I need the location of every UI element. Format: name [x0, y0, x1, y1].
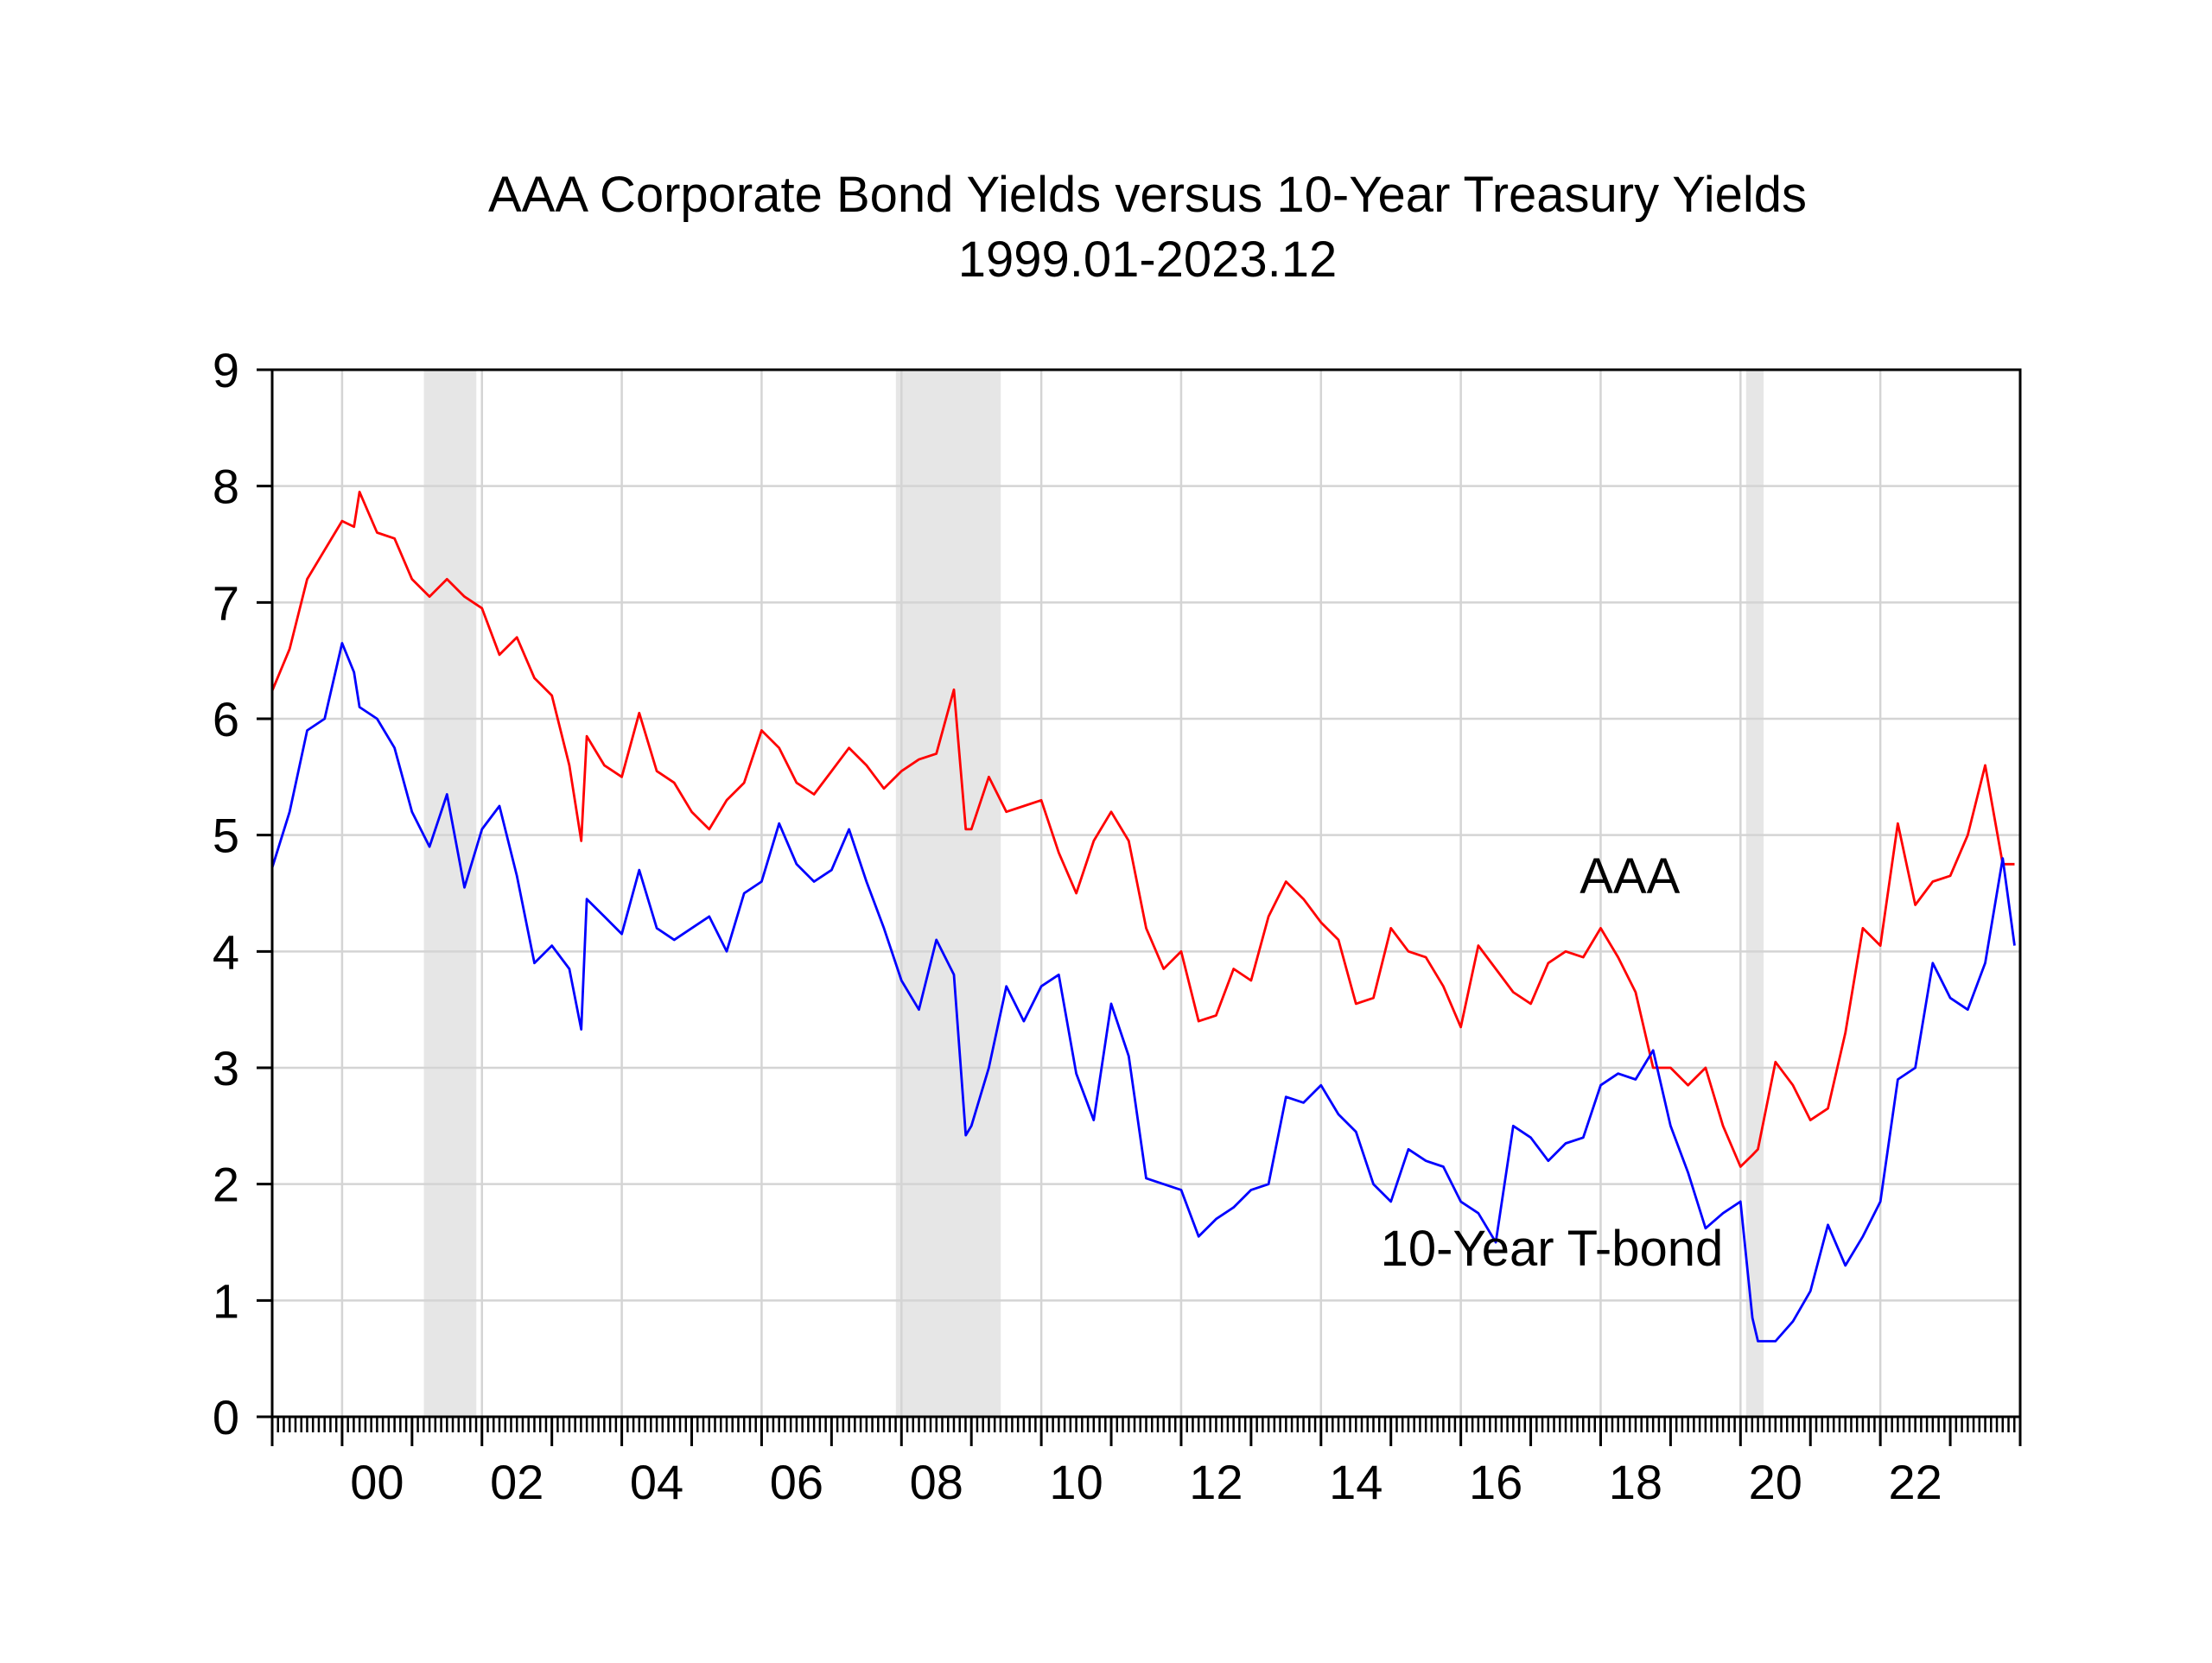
x-tick-label-18: 18	[1609, 1455, 1662, 1509]
x-tick-label-10: 10	[1049, 1455, 1103, 1509]
x-tick-label-04: 04	[630, 1455, 683, 1509]
x-tick-label-00: 00	[350, 1455, 404, 1509]
y-tick-label-5: 5	[213, 809, 239, 863]
y-tick-label-4: 4	[213, 924, 239, 979]
chart-title: AAA Corporate Bond Yields versus 10-Year…	[488, 167, 1807, 223]
y-tick-label-1: 1	[213, 1273, 239, 1328]
recession-band-2	[1745, 370, 1764, 1417]
y-tick-label-2: 2	[213, 1158, 239, 1212]
y-tick-label-6: 6	[213, 692, 239, 746]
series-line-aaa	[270, 491, 2015, 1168]
recession-band-1	[895, 370, 1001, 1417]
x-tick-label-08: 08	[910, 1455, 963, 1509]
x-tick-label-20: 20	[1749, 1455, 1802, 1509]
series-label-layer: AAA 10-Year T-bond	[1381, 848, 1724, 1277]
y-tick-label-8: 8	[213, 460, 239, 514]
x-tick-label-14: 14	[1329, 1455, 1382, 1509]
x-tick-label-06: 06	[770, 1455, 823, 1509]
x-tick-label-22: 22	[1888, 1455, 1942, 1509]
x-tick-label-02: 02	[490, 1455, 543, 1509]
series-line-ten-year-tbond	[270, 642, 2016, 1342]
y-tick-label-7: 7	[213, 575, 239, 630]
grid-layer	[272, 370, 2020, 1417]
y-tick-label-0: 0	[213, 1390, 239, 1444]
recession-band-0	[423, 370, 477, 1417]
series-label-aaa: AAA	[1580, 848, 1680, 904]
series-label-ten-year-tbond: 10-Year T-bond	[1381, 1221, 1724, 1277]
x-tick-label-16: 16	[1469, 1455, 1522, 1509]
y-tick-label-9: 9	[213, 343, 239, 397]
x-tick-label-12: 12	[1189, 1455, 1243, 1509]
y-tick-label-3: 3	[213, 1041, 239, 1095]
recession-shading-layer	[423, 370, 1764, 1417]
chart-subtitle: 1999.01-2023.12	[958, 232, 1338, 288]
series-layer	[270, 491, 2016, 1342]
